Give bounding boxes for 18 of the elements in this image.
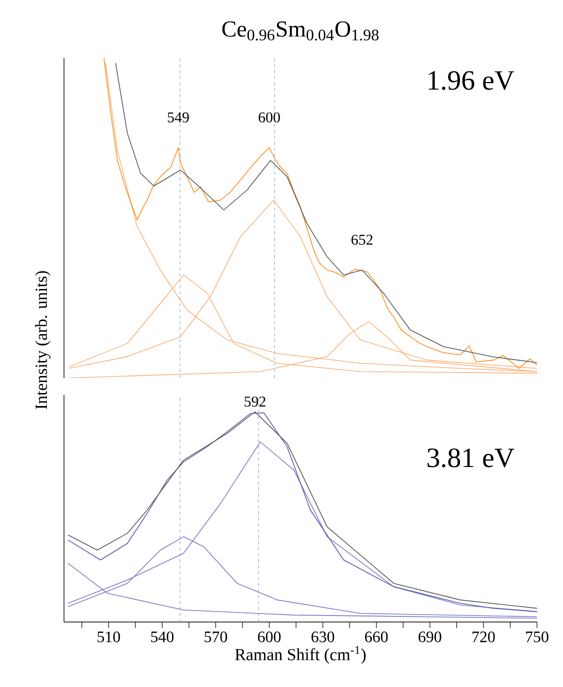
x-axis-title: Raman Shift (cm$^{-1}$) <box>235 646 366 664</box>
annotation: 549 <box>168 112 189 122</box>
x-tick-label: 720 <box>472 632 495 642</box>
x-tick-label: 750 <box>526 632 548 642</box>
annotation: 1.96 eV <box>428 71 514 90</box>
x-tick-label: 540 <box>151 632 174 642</box>
annotation: 652 <box>352 234 372 245</box>
y-axis-title: Intensity (arb. units) <box>35 271 50 410</box>
x-tick-label: 690 <box>418 632 442 642</box>
x-tick-label: 570 <box>204 632 228 642</box>
annotation: 3.81 eV <box>428 448 514 468</box>
annotation: 592 <box>244 396 266 407</box>
annotation: 600 <box>258 112 280 122</box>
x-tick-label: 510 <box>98 632 120 642</box>
x-tick-label: 630 <box>312 632 334 642</box>
chart-title: Ce$_{0.96}$Sm$_{0.04}$O$_{1.98}$ <box>222 21 379 41</box>
x-tick-label: 660 <box>365 632 388 642</box>
x-tick-label: 600 <box>258 632 281 642</box>
